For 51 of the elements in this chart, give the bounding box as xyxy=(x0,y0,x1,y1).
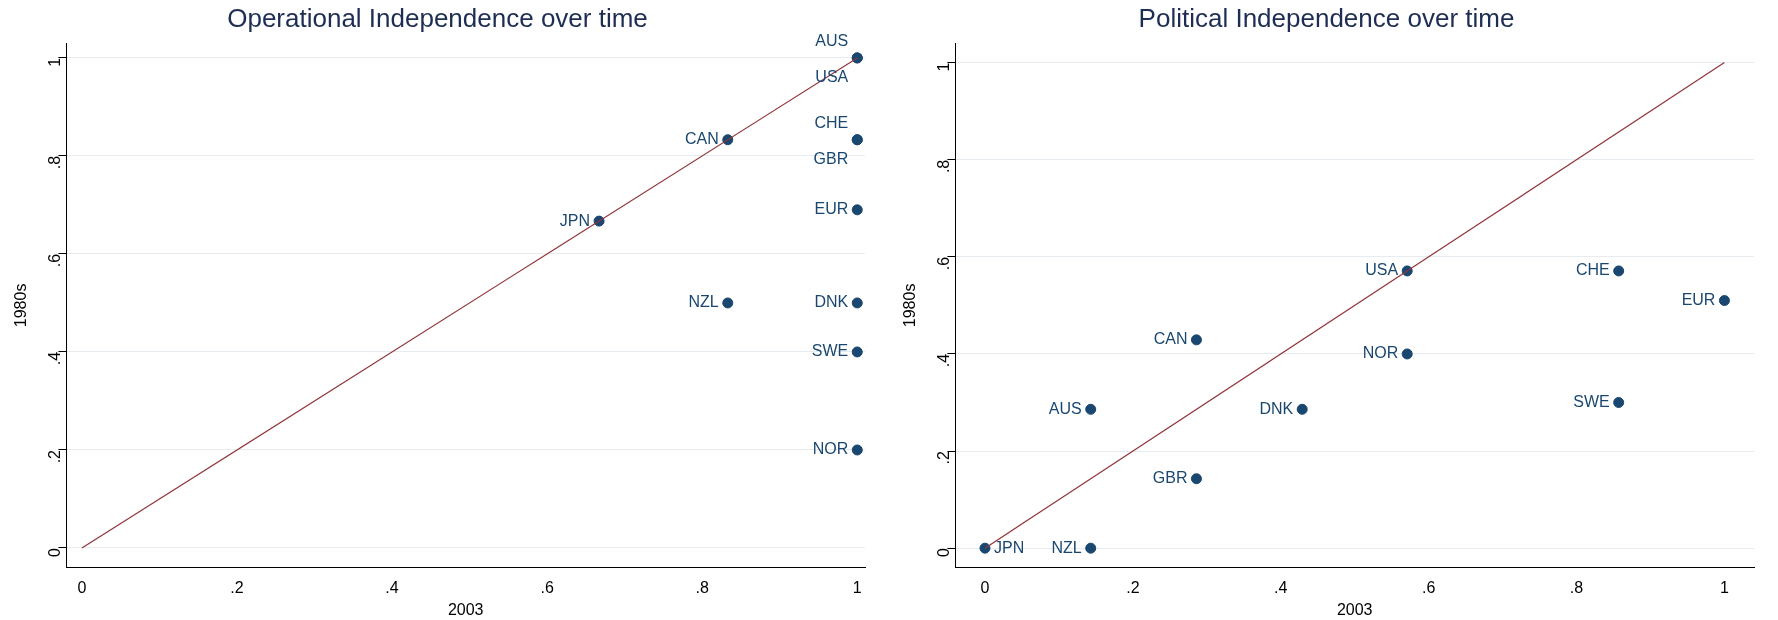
x-tick-label: .2 xyxy=(1126,578,1140,596)
annotation: AUS xyxy=(1048,399,1082,417)
y-tick-label: .2 xyxy=(45,449,63,464)
y-tick-label: .6 xyxy=(45,253,63,268)
annotation: CAN xyxy=(684,130,719,148)
x-tick-label: .8 xyxy=(695,578,709,596)
y-tick-label: .6 xyxy=(934,256,952,271)
annotation: GBR xyxy=(1152,469,1188,487)
annotation: CHE xyxy=(1575,261,1610,279)
x-tick-label: .6 xyxy=(540,578,554,596)
annotation: JPN xyxy=(559,211,591,229)
x-tick-label: .4 xyxy=(385,578,399,596)
annotation: CAN xyxy=(1153,330,1188,348)
annotation: NOR xyxy=(812,440,849,458)
y-tick-label: 1 xyxy=(934,62,952,72)
x-tick-label: .2 xyxy=(230,578,244,596)
y-axis-title: 1980s xyxy=(901,283,919,328)
x-axis-title: 2003 xyxy=(1336,600,1373,618)
y-tick-label: 1 xyxy=(45,57,63,67)
annotation: SWE xyxy=(811,342,849,360)
annotation: EUR xyxy=(1681,290,1716,308)
annotation: DNK xyxy=(1259,399,1294,417)
x-tick-label: 1 xyxy=(1719,578,1729,596)
annotation: USA xyxy=(1365,261,1399,279)
annotation: SWE xyxy=(1573,392,1610,410)
x-tick-label: 0 xyxy=(980,578,990,596)
y-tick-label: .4 xyxy=(934,353,952,368)
y-axis-title: 1980s xyxy=(12,283,30,328)
chart-title: Political Independence over time xyxy=(1138,2,1515,33)
annotation: NZL xyxy=(1051,538,1082,556)
x-tick-label: .6 xyxy=(1421,578,1436,596)
y-tick-label: .8 xyxy=(45,155,63,170)
y-tick-label: 0 xyxy=(934,548,952,558)
x-axis-title: 2003 xyxy=(447,600,484,618)
annotation: NOR xyxy=(1362,344,1399,362)
x-tick-label: 0 xyxy=(77,578,87,596)
annotation: DNK xyxy=(814,293,849,311)
annotation: JPN xyxy=(993,538,1025,556)
y-tick-label: .2 xyxy=(934,450,952,465)
y-tick-label: 0 xyxy=(45,547,63,557)
annotation: CHE xyxy=(814,114,849,132)
annotation: NZL xyxy=(688,293,719,311)
annotation: GBR xyxy=(813,150,849,168)
y-tick-label: .8 xyxy=(934,159,952,174)
x-tick-label: .4 xyxy=(1274,578,1288,596)
annotation: AUS xyxy=(815,32,849,50)
y-tick-label: .4 xyxy=(45,351,63,366)
x-tick-label: .8 xyxy=(1569,578,1584,596)
x-tick-label: 1 xyxy=(852,578,862,596)
annotation: EUR xyxy=(814,200,849,218)
chart-title: Operational Independence over time xyxy=(227,2,648,33)
